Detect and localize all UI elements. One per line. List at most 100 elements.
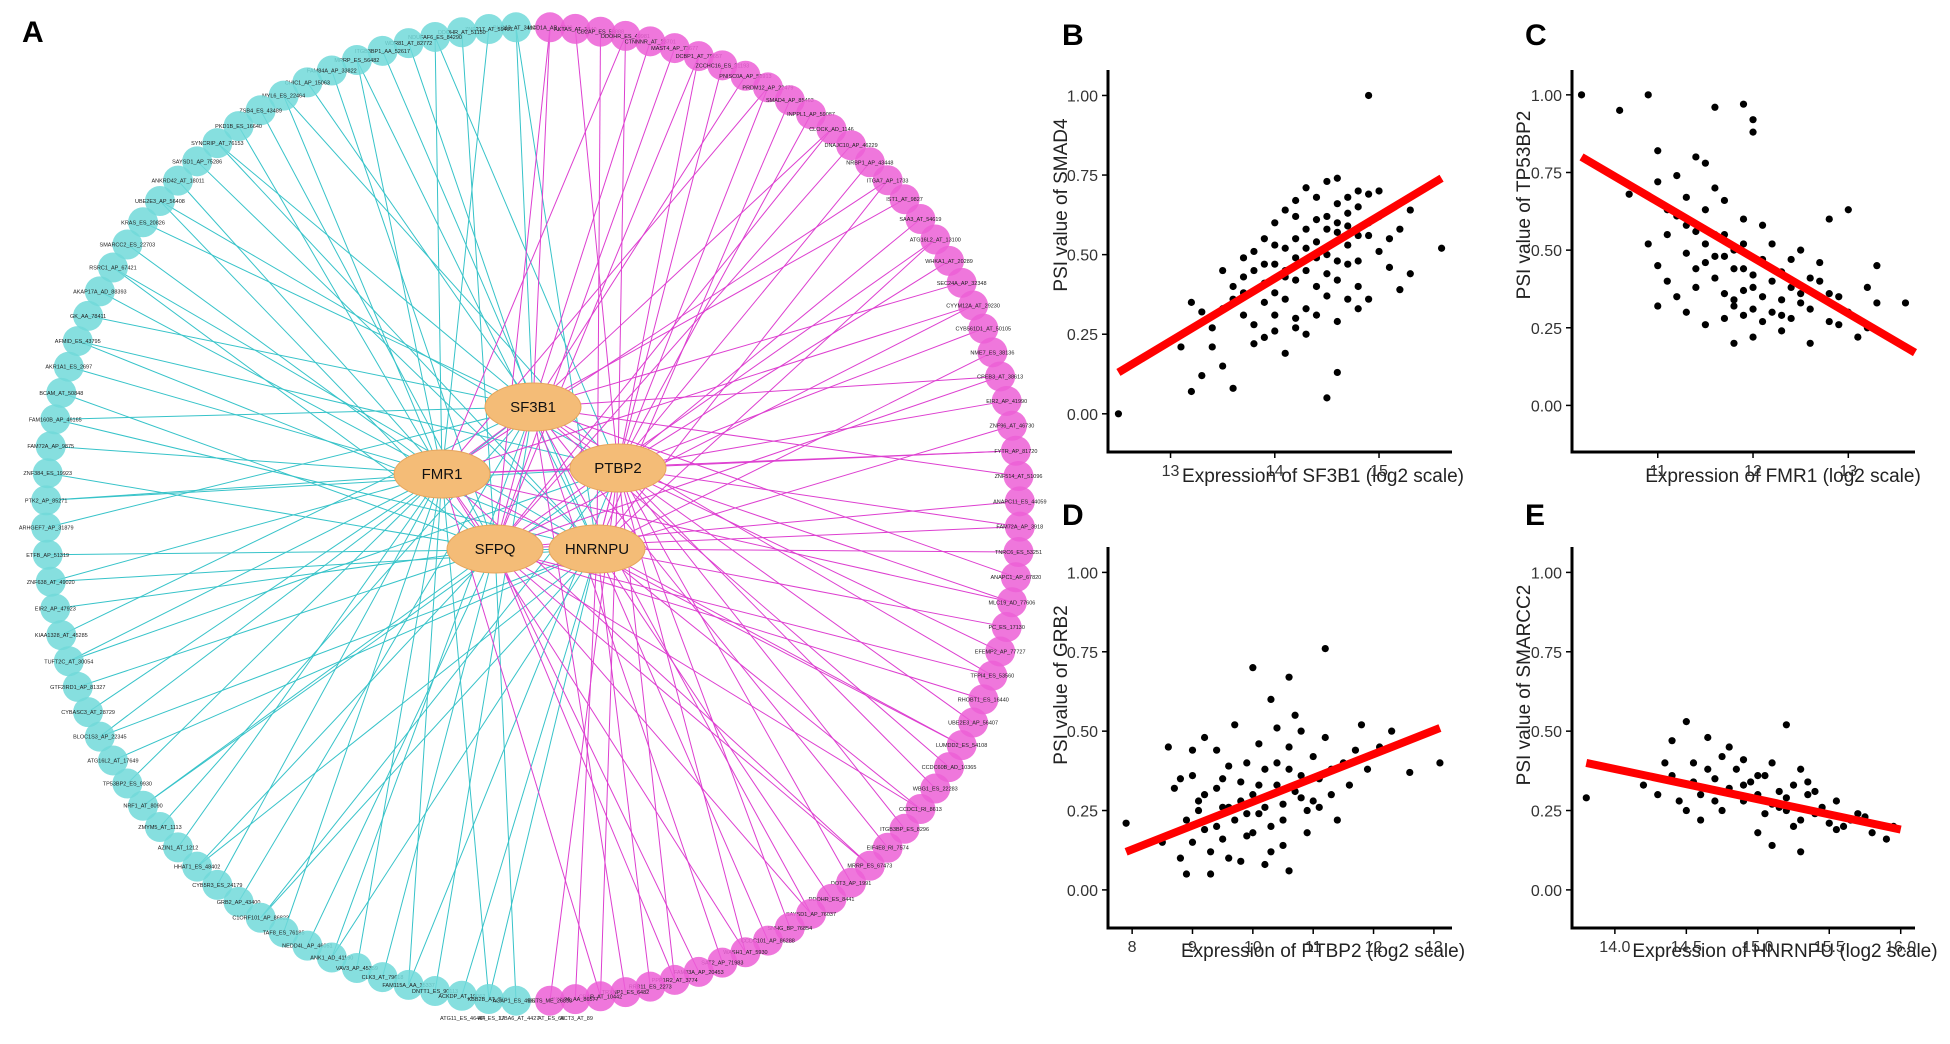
network-node: DSTS_ME_26858 xyxy=(528,985,572,1016)
network-node: ANKRD42_AT_18011 xyxy=(151,165,204,196)
scatter-point xyxy=(1739,286,1748,295)
scatter-point xyxy=(1164,743,1172,751)
network-node-circle xyxy=(985,361,1016,392)
network-node: GTF2IRD1_AP_81327 xyxy=(50,671,105,702)
scatter-point xyxy=(1704,765,1712,773)
network-node-label: CD2AP_ES_58888 xyxy=(577,30,624,36)
scatter-point xyxy=(1213,784,1221,792)
scatter-point xyxy=(1255,740,1263,748)
scatter-point xyxy=(1333,228,1341,236)
network-node-circle xyxy=(73,697,104,728)
scatter-point xyxy=(1720,196,1729,205)
network-edge xyxy=(87,473,443,713)
scatter-point xyxy=(1250,266,1258,275)
network-node: TUFT2C_AT_30054 xyxy=(44,646,93,677)
network-node: SNHG_BP_76854 xyxy=(768,912,812,943)
scatter-point xyxy=(1261,803,1269,811)
network-node-label: TRXNP1_ES_6482 xyxy=(602,990,649,996)
network-node-label: KRAS_ES_20826 xyxy=(121,220,165,226)
scatter-point xyxy=(1333,257,1341,265)
scatter-point xyxy=(1250,247,1258,256)
x-tick-label: 9 xyxy=(1188,939,1197,956)
scatter-point xyxy=(1271,241,1279,249)
network-edge xyxy=(494,305,974,550)
tick-layer: 0.00 0.25 0.50 0.75 1.00 11 12 13 xyxy=(1531,70,1915,480)
scatter-point xyxy=(1333,219,1341,227)
network-node-label: FAM160B_AP_46165 xyxy=(29,417,82,423)
network-node-circle xyxy=(268,80,299,111)
network-edge xyxy=(441,35,626,475)
network-edge xyxy=(55,406,534,420)
network-node-circle xyxy=(128,790,159,821)
scatter-point xyxy=(1354,305,1362,313)
network-node-label: SMAD4_AP_85463 xyxy=(766,98,814,104)
network-edge xyxy=(532,41,651,408)
scatter-point xyxy=(1285,673,1293,681)
network-node: TFPI4_ES_53560 xyxy=(971,660,1014,691)
network-node: CYB5R3_ES_24179 xyxy=(192,869,242,900)
scatter-point xyxy=(1797,765,1805,773)
scatter-point xyxy=(1375,187,1383,195)
network-edge xyxy=(177,180,443,475)
network-node-label: SAYSD1_AP_76037 xyxy=(786,912,836,918)
network-edge xyxy=(55,548,496,610)
network-edge xyxy=(617,260,950,469)
scatter-point xyxy=(1312,238,1321,246)
network-node-label: TAF8_ES_76185 xyxy=(263,930,305,936)
scatter-point xyxy=(1804,791,1812,799)
network-node: LUMDD2_ES_54108 xyxy=(936,730,987,761)
network-node-circle xyxy=(223,111,254,142)
network-edge xyxy=(434,406,534,992)
network-edge xyxy=(494,548,676,981)
network-node-circle xyxy=(73,300,104,331)
network-edge xyxy=(408,473,443,985)
network-node-circle xyxy=(62,671,93,702)
scatter-point xyxy=(1863,283,1871,291)
scatter-point xyxy=(1260,298,1268,306)
network-node-label: AKR1A1_ES_2697 xyxy=(45,365,92,371)
scatter-point xyxy=(1302,184,1310,192)
network-node-circle xyxy=(393,969,424,1000)
network-node-circle xyxy=(245,902,276,933)
scatter-point xyxy=(1292,212,1300,221)
network-node: WASH1_AT_5930 xyxy=(723,937,768,968)
scatter-point xyxy=(1730,296,1738,304)
network-node-label: CLK3_AT_79618 xyxy=(362,975,404,981)
network-edge xyxy=(306,82,534,408)
y-tick-label: 0.00 xyxy=(1531,883,1562,900)
scatter-point xyxy=(1292,324,1300,332)
network-node: WHKA1_AT_20289 xyxy=(925,245,973,276)
x-axis-label: Expression of HNRNPU (log2 scale) xyxy=(1632,941,1937,962)
scatter-point xyxy=(1303,829,1311,837)
scatter-point xyxy=(1312,311,1321,319)
network-node-circle xyxy=(97,745,128,776)
scatter-point xyxy=(1749,116,1757,124)
scatter-point xyxy=(1701,240,1709,248)
network-node: ATG16L2_AT_17649 xyxy=(87,745,139,776)
scatter-point xyxy=(1747,778,1755,786)
network-node-label: WHKA1_AT_20289 xyxy=(925,259,973,265)
network-node-label: AZIN1_AT_1212 xyxy=(158,845,199,851)
scatter-point xyxy=(1354,257,1362,265)
network-node: SEC24A_AP_32348 xyxy=(937,267,987,298)
network-node-label: WBG1_ES_22283 xyxy=(913,786,958,792)
scatter-point xyxy=(1754,829,1762,837)
network-node-label: CCDC1_RI_8613 xyxy=(899,807,942,813)
scatter-point xyxy=(1344,241,1352,249)
regression-line xyxy=(1585,758,1902,834)
scatter-point xyxy=(1816,277,1824,285)
scatter-point xyxy=(1323,292,1331,300)
network-node-circle xyxy=(534,985,565,1016)
scatter-point xyxy=(1114,410,1123,418)
scatter-point xyxy=(1711,775,1719,783)
network-node: EIR2_AP_47923 xyxy=(35,593,76,624)
network-node: ZSB4_ES_43489 xyxy=(239,95,282,126)
scatter-point xyxy=(1208,343,1216,351)
x-tick-label: 13 xyxy=(1162,463,1180,480)
panel-letter-b: B xyxy=(1062,19,1084,52)
scatter-point xyxy=(1732,765,1740,773)
network-hubs: SF3B1 FMR1 PTBP2 SFPQ HNRNPU xyxy=(393,382,667,574)
network-node: ATG16L2_AT_13100 xyxy=(910,224,961,255)
network-node-circle xyxy=(40,593,71,624)
network-node-circle xyxy=(35,566,66,597)
